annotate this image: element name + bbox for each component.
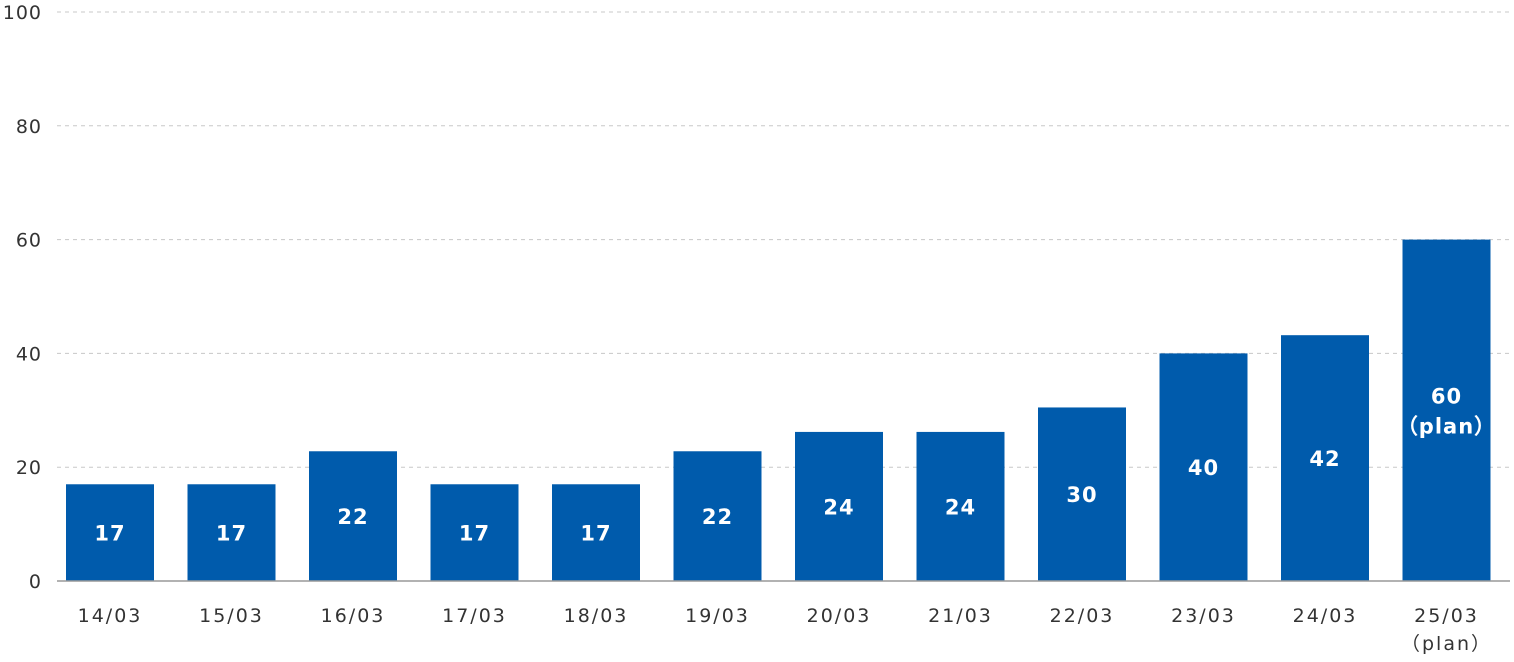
bar-value-label: 30 bbox=[1066, 483, 1097, 507]
x-tick-label: 14/03 bbox=[78, 605, 143, 627]
y-tick-label: 40 bbox=[16, 343, 42, 365]
x-tick-label: 25/03 （plan） bbox=[1401, 605, 1492, 655]
x-tick-label: 19/03 bbox=[685, 605, 750, 627]
y-tick-label: 80 bbox=[16, 116, 42, 138]
bar-value-label: 22 bbox=[337, 505, 368, 529]
y-tick-label: 20 bbox=[16, 457, 42, 479]
bar-value-label: 60 （plan） bbox=[1397, 384, 1496, 438]
x-tick-label: 20/03 bbox=[807, 605, 872, 627]
bar bbox=[1159, 353, 1248, 581]
bar-value-label: 17 bbox=[94, 522, 125, 546]
gridlines bbox=[57, 11, 1510, 468]
bar-value-labels: 17 17 22 17 17 22 24 24 30 40 42 60 （plan） bbox=[94, 384, 1496, 546]
bar-value-label: 17 bbox=[580, 522, 611, 546]
bar bbox=[1038, 407, 1126, 581]
x-tick-label: 17/03 bbox=[442, 605, 507, 627]
bar bbox=[795, 431, 883, 581]
x-tick-label: 22/03 bbox=[1050, 605, 1115, 627]
bar-value-label: 24 bbox=[823, 495, 854, 519]
bar bbox=[1402, 239, 1491, 581]
bar bbox=[309, 451, 397, 581]
x-tick-label: 15/03 bbox=[199, 605, 264, 627]
bar-value-label: 24 bbox=[945, 495, 976, 519]
bar bbox=[916, 431, 1005, 581]
bar-value-label: 40 bbox=[1188, 456, 1219, 480]
y-axis-ticks: 0 20 40 60 80 100 bbox=[3, 2, 42, 593]
bar bbox=[552, 484, 640, 581]
bar bbox=[187, 484, 276, 581]
y-tick-label: 100 bbox=[3, 2, 42, 24]
x-tick-label: 24/03 bbox=[1293, 605, 1358, 627]
x-tick-label: 21/03 bbox=[928, 605, 993, 627]
y-tick-label: 0 bbox=[29, 571, 42, 593]
bar-value-label: 42 bbox=[1309, 447, 1340, 471]
bars bbox=[66, 239, 1491, 581]
bar bbox=[66, 484, 154, 581]
bar bbox=[1281, 335, 1369, 581]
y-tick-label: 60 bbox=[16, 230, 42, 252]
bar-value-label: 22 bbox=[702, 505, 733, 529]
bar bbox=[430, 484, 519, 581]
bar-value-label: 17 bbox=[216, 522, 247, 546]
x-tick-label: 23/03 bbox=[1171, 605, 1236, 627]
x-axis-ticks: 14/03 15/03 16/03 17/03 18/03 19/03 20/03 21/03… bbox=[78, 605, 1492, 655]
x-tick-label: 16/03 bbox=[321, 605, 386, 627]
bar-value-label: 17 bbox=[459, 522, 490, 546]
bar bbox=[673, 451, 762, 581]
x-tick-label: 18/03 bbox=[564, 605, 629, 627]
